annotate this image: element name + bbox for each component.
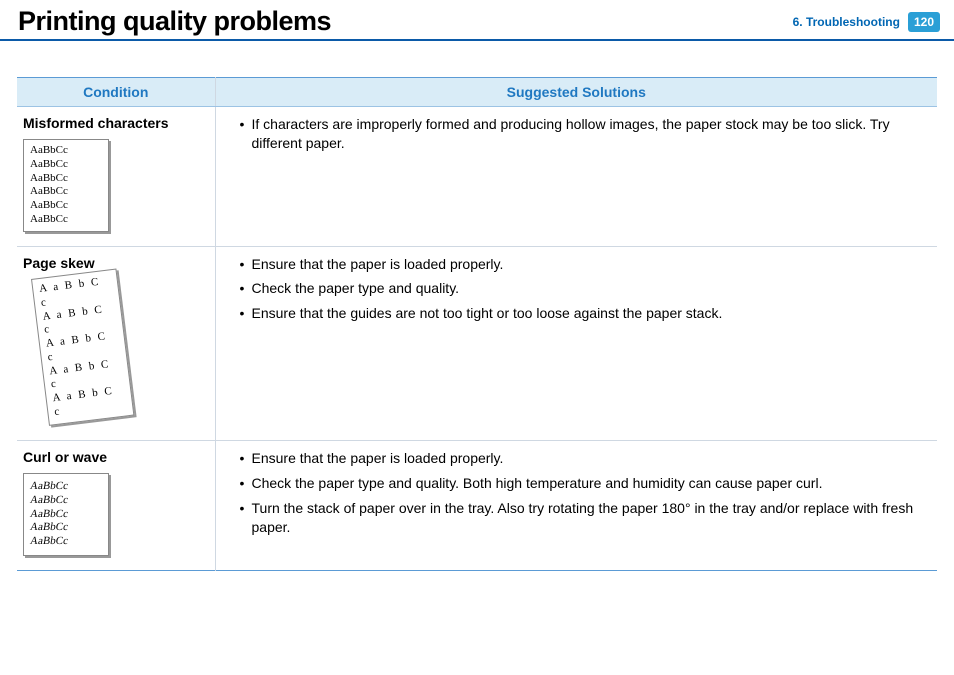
solution-item: Ensure that the paper is loaded properly…	[240, 449, 928, 468]
solution-item: Turn the stack of paper over in the tray…	[240, 499, 928, 537]
table-body: Misformed characters AaBbCcAaBbCcAaBbCcAa…	[17, 107, 937, 571]
solutions-list: Ensure that the paper is loaded properly…	[222, 255, 932, 324]
column-header-solutions: Suggested Solutions	[215, 78, 937, 107]
solution-item: Ensure that the guides are not too tight…	[240, 304, 928, 323]
column-header-condition: Condition	[17, 78, 215, 107]
solutions-cell: Ensure that the paper is loaded properly…	[215, 441, 937, 571]
page-title: Printing quality problems	[18, 6, 331, 37]
solution-item: Ensure that the paper is loaded properly…	[240, 255, 928, 274]
condition-title: Misformed characters	[23, 115, 209, 131]
solutions-cell: Ensure that the paper is loaded properly…	[215, 246, 937, 441]
solutions-list: If characters are improperly formed and …	[222, 115, 932, 153]
condition-cell: Page skewA a B b C cA a B b C cA a B b C…	[17, 246, 215, 441]
sample-illustration: AaBbCcAaBbCcAaBbCcAaBbCcAaBbCc	[23, 473, 109, 556]
condition-cell: Curl or wave AaBbCcAaBbCcAaBbCcAaBbCcAaBb…	[17, 441, 215, 571]
solution-item: If characters are improperly formed and …	[240, 115, 928, 153]
condition-title: Curl or wave	[23, 449, 209, 465]
section-label: 6. Troubleshooting	[793, 15, 900, 29]
table-row: Misformed characters AaBbCcAaBbCcAaBbCcAa…	[17, 107, 937, 247]
condition-cell: Misformed characters AaBbCcAaBbCcAaBbCcAa…	[17, 107, 215, 247]
solution-item: Check the paper type and quality. Both h…	[240, 474, 928, 493]
troubleshooting-table: Condition Suggested Solutions Misformed …	[17, 77, 937, 571]
solutions-cell: If characters are improperly formed and …	[215, 107, 937, 247]
solutions-list: Ensure that the paper is loaded properly…	[222, 449, 932, 537]
page-header: Printing quality problems 6. Troubleshoo…	[0, 0, 954, 41]
sample-illustration: AaBbCcAaBbCcAaBbCcAaBbCcAaBbCcAaBbCc	[23, 139, 109, 232]
sample-illustration: A a B b C cA a B b C cA a B b C cA a B b…	[31, 268, 134, 425]
solution-item: Check the paper type and quality.	[240, 279, 928, 298]
table-row: Page skewA a B b C cA a B b C cA a B b C…	[17, 246, 937, 441]
table-row: Curl or wave AaBbCcAaBbCcAaBbCcAaBbCcAaBb…	[17, 441, 937, 571]
page-number-badge: 120	[908, 12, 940, 32]
page-header-right: 6. Troubleshooting 120	[793, 12, 940, 32]
